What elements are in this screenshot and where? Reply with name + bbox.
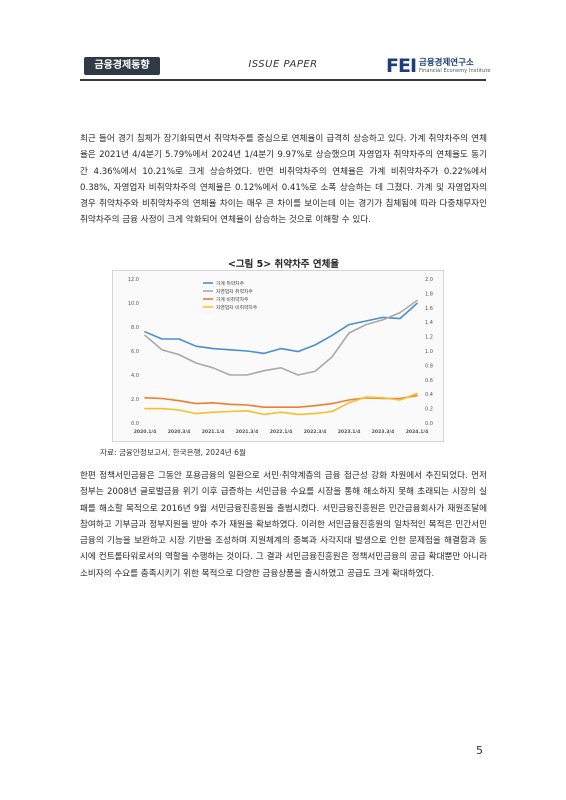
y-right-tick-label: 1.6 bbox=[425, 306, 433, 312]
body-paragraph-2: 한편 정책서민금융은 그동안 포용금융의 일환으로 서민·취약계층의 금융 접근… bbox=[80, 471, 487, 579]
y-right-tick-label: 0.2 bbox=[425, 407, 433, 413]
y-right-tick-label: 1.4 bbox=[425, 320, 433, 326]
y-left-tick-label: 12.0 bbox=[128, 277, 139, 283]
figure-source: 자료: 금융안정보고서, 한국은행, 2024년 6월 bbox=[100, 448, 246, 457]
y-right-tick-label: 2.0 bbox=[425, 277, 433, 283]
y-right-tick-label: 0.8 bbox=[425, 363, 433, 369]
y-right-tick-label: 0.4 bbox=[425, 392, 433, 398]
header-divider bbox=[80, 79, 486, 81]
x-tick-label: 2020.1/4 bbox=[134, 429, 157, 435]
y-left-tick-label: 4.0 bbox=[131, 373, 139, 379]
logo-text: 금융경제연구소 Financial Economy Institute bbox=[419, 58, 491, 75]
logo-name: 금융경제연구소 bbox=[419, 57, 474, 68]
series-line bbox=[144, 299, 418, 376]
page-number: 5 bbox=[476, 744, 483, 757]
series-line bbox=[144, 392, 418, 416]
chart-svg: 0.0 2.0 4.0 6.0 8.0 10.0 12.0 0.0 0.2 0.4 0.6 0.8 1.… bbox=[128, 277, 433, 435]
body-paragraph-1: 최근 들어 경기 침체가 장기화되면서 취약차주를 중심으로 연체율이 급격히 … bbox=[80, 134, 487, 226]
y-right-tick-label: 1.0 bbox=[425, 349, 433, 355]
legend-label: 자영업자 취약차주 bbox=[216, 288, 253, 295]
y-left-tick-label: 8.0 bbox=[131, 325, 139, 331]
institute-logo: FEI 금융경제연구소 Financial Economy Institute bbox=[386, 55, 491, 77]
logo-subtitle: Financial Economy Institute bbox=[419, 67, 491, 74]
y-right-tick-label: 1.2 bbox=[425, 335, 433, 341]
legend-label: 가계 비취약차주 bbox=[216, 296, 249, 303]
x-tick-label: 2020.3/4 bbox=[168, 429, 191, 435]
legend-label: 가계 취약차주 bbox=[216, 280, 245, 287]
y-right-tick-label: 1.8 bbox=[425, 291, 433, 297]
y-left-tick-label: 10.0 bbox=[128, 301, 139, 307]
section-badge: 금융경제동향 bbox=[84, 57, 160, 75]
x-tick-label: 2022.3/4 bbox=[304, 429, 327, 435]
x-tick-label: 2024.1/4 bbox=[406, 429, 429, 435]
x-tick-label: 2021.3/4 bbox=[236, 429, 259, 435]
y-left-tick-label: 0.0 bbox=[131, 421, 139, 427]
y-left-tick-label: 2.0 bbox=[131, 397, 139, 403]
figure-title: <그림 5> 취약차주 연체율 bbox=[227, 259, 340, 270]
y-right-tick-label: 0.6 bbox=[425, 378, 433, 384]
x-tick-label: 2022.1/4 bbox=[270, 429, 293, 435]
legend-label: 자영업자 비취약차주 bbox=[216, 304, 258, 311]
x-tick-label: 2023.1/4 bbox=[338, 429, 361, 435]
issue-paper-label: ISSUE PAPER bbox=[248, 59, 318, 70]
logo-mark: FEI bbox=[386, 55, 417, 77]
x-tick-label: 2021.1/4 bbox=[202, 429, 225, 435]
y-left-tick-label: 6.0 bbox=[131, 349, 139, 355]
y-right-tick-label: 0.0 bbox=[425, 421, 433, 427]
x-tick-label: 2023.3/4 bbox=[372, 429, 395, 435]
delinquency-chart: 0.0 2.0 4.0 6.0 8.0 10.0 12.0 0.0 0.2 0.4 0.6 0.8 1.… bbox=[112, 270, 444, 442]
series-line bbox=[144, 302, 418, 355]
